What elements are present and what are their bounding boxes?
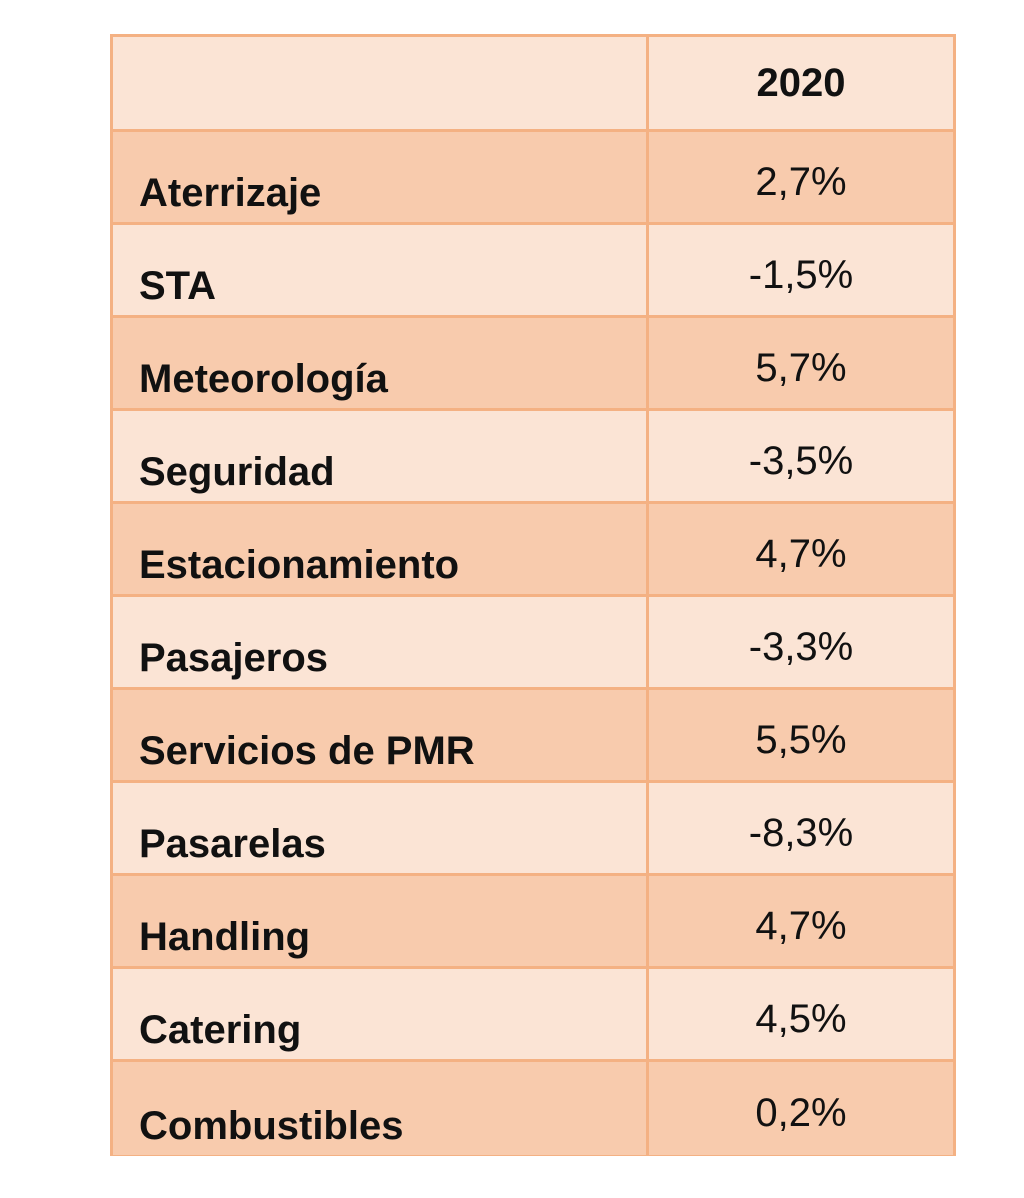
header-year-cell: 2020 — [649, 37, 953, 132]
table-row: Pasajeros -3,3% — [113, 597, 953, 690]
row-label: Combustibles — [113, 1062, 649, 1155]
row-value: -1,5% — [649, 225, 953, 318]
row-value: 4,5% — [649, 969, 953, 1062]
rates-table: 2020 Aterrizaje 2,7% STA -1,5% Meteorolo… — [113, 37, 953, 1155]
row-value: 5,5% — [649, 690, 953, 783]
table-row: Catering 4,5% — [113, 969, 953, 1062]
row-label: Estacionamiento — [113, 504, 649, 597]
table-row: Handling 4,7% — [113, 876, 953, 969]
table-header-row: 2020 — [113, 37, 953, 132]
table-row: Servicios de PMR 5,5% — [113, 690, 953, 783]
row-value: 0,2% — [649, 1062, 953, 1155]
table-row: Aterrizaje 2,7% — [113, 132, 953, 225]
table-row: STA -1,5% — [113, 225, 953, 318]
row-label: STA — [113, 225, 649, 318]
row-value: 2,7% — [649, 132, 953, 225]
row-label: Pasarelas — [113, 783, 649, 876]
row-label: Handling — [113, 876, 649, 969]
row-value: -3,5% — [649, 411, 953, 504]
row-label: Seguridad — [113, 411, 649, 504]
row-value: 4,7% — [649, 876, 953, 969]
row-label: Pasajeros — [113, 597, 649, 690]
row-value: -8,3% — [649, 783, 953, 876]
row-label: Servicios de PMR — [113, 690, 649, 783]
row-label: Catering — [113, 969, 649, 1062]
table-row: Meteorología 5,7% — [113, 318, 953, 411]
row-label: Meteorología — [113, 318, 649, 411]
row-label: Aterrizaje — [113, 132, 649, 225]
row-value: 5,7% — [649, 318, 953, 411]
header-empty-cell — [113, 37, 649, 132]
rates-table-container: 2020 Aterrizaje 2,7% STA -1,5% Meteorolo… — [110, 34, 956, 1156]
table-row: Seguridad -3,5% — [113, 411, 953, 504]
row-value: 4,7% — [649, 504, 953, 597]
row-value: -3,3% — [649, 597, 953, 690]
table-row: Pasarelas -8,3% — [113, 783, 953, 876]
table-row: Combustibles 0,2% — [113, 1062, 953, 1155]
table-row: Estacionamiento 4,7% — [113, 504, 953, 597]
